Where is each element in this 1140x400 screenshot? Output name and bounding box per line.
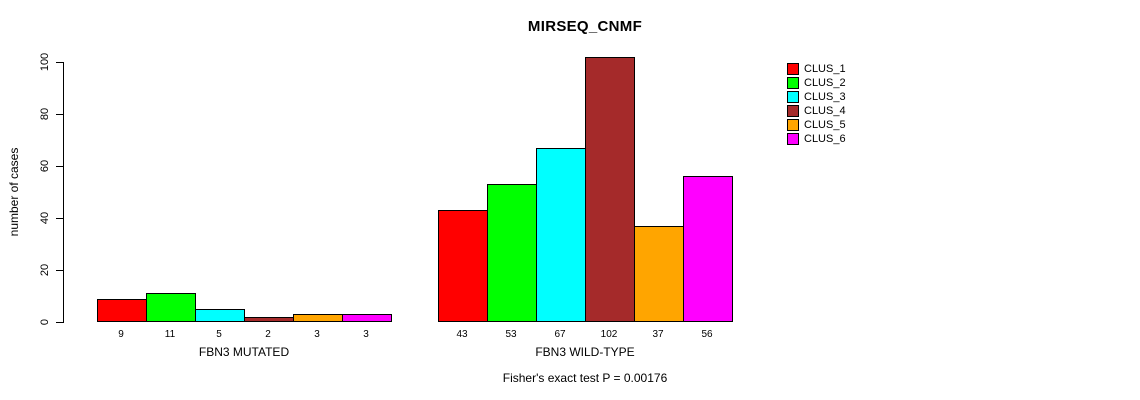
- y-tick-label-40: 40: [39, 211, 51, 225]
- legend-row-clus_5: CLUS_5: [787, 118, 846, 132]
- bar-clus_3-group1: [195, 309, 245, 322]
- bar-clus_3-group2: [536, 148, 586, 322]
- bar-value-label: 53: [505, 329, 517, 340]
- y-axis-line: [63, 62, 64, 323]
- legend-label: CLUS_2: [804, 77, 846, 89]
- legend: CLUS_1 CLUS_2 CLUS_3 CLUS_4 CLUS_5 CLUS_6: [787, 62, 846, 146]
- bar-value-label: 3: [314, 329, 320, 340]
- y-tick-0: [56, 322, 63, 323]
- bar-clus_5-group2: [634, 226, 684, 322]
- y-axis-title: number of cases: [7, 147, 21, 237]
- legend-label: CLUS_4: [804, 105, 846, 117]
- bar-value-label: 56: [701, 329, 713, 340]
- bar-value-label: 3: [363, 329, 369, 340]
- legend-row-clus_3: CLUS_3: [787, 90, 846, 104]
- bar-value-label: 102: [600, 329, 618, 340]
- group-label-fbn3-mutated: FBN3 MUTATED: [198, 345, 290, 359]
- bar-clus_1-group1: [97, 299, 147, 322]
- y-tick-label-0: 0: [39, 318, 51, 326]
- bar-value-label: 11: [164, 329, 176, 340]
- bar-clus_4-group2: [585, 57, 635, 322]
- legend-swatch-clus_5: [787, 119, 799, 131]
- bar-value-label: 9: [118, 329, 124, 340]
- bar-value-label: 37: [652, 329, 664, 340]
- y-tick-label-60: 60: [39, 159, 51, 173]
- y-tick-40: [56, 218, 63, 219]
- legend-row-clus_1: CLUS_1: [787, 62, 846, 76]
- legend-label: CLUS_1: [804, 63, 846, 75]
- legend-row-clus_6: CLUS_6: [787, 132, 846, 146]
- y-tick-80: [56, 114, 63, 115]
- bar-clus_4-group1: [244, 317, 294, 322]
- chart-title: MIRSEQ_CNMF: [527, 18, 643, 35]
- bar-value-label: 5: [216, 329, 222, 340]
- legend-label: CLUS_3: [804, 91, 846, 103]
- legend-swatch-clus_2: [787, 77, 799, 89]
- fisher-test-note: Fisher's exact test P = 0.00176: [502, 371, 668, 385]
- legend-swatch-clus_4: [787, 105, 799, 117]
- bar-clus_1-group2: [438, 210, 488, 322]
- y-tick-label-20: 20: [39, 263, 51, 277]
- legend-label: CLUS_6: [804, 133, 846, 145]
- bar-clus_2-group1: [146, 293, 196, 322]
- legend-swatch-clus_6: [787, 133, 799, 145]
- legend-row-clus_2: CLUS_2: [787, 76, 846, 90]
- y-tick-label-100: 100: [39, 52, 51, 72]
- y-tick-label-80: 80: [39, 107, 51, 121]
- y-tick-60: [56, 166, 63, 167]
- bar-clus_5-group1: [293, 314, 343, 322]
- y-tick-20: [56, 270, 63, 271]
- bar-clus_6-group2: [683, 176, 733, 322]
- legend-swatch-clus_3: [787, 91, 799, 103]
- group-label-fbn3-wild-type: FBN3 WILD-TYPE: [535, 345, 635, 359]
- legend-row-clus_4: CLUS_4: [787, 104, 846, 118]
- bar-value-label: 2: [265, 329, 271, 340]
- bar-clus_6-group1: [342, 314, 392, 322]
- bar-value-label: 67: [554, 329, 566, 340]
- bar-value-label: 43: [456, 329, 468, 340]
- bar-clus_2-group2: [487, 184, 537, 322]
- y-tick-100: [56, 62, 63, 63]
- legend-swatch-clus_1: [787, 63, 799, 75]
- legend-label: CLUS_5: [804, 119, 846, 131]
